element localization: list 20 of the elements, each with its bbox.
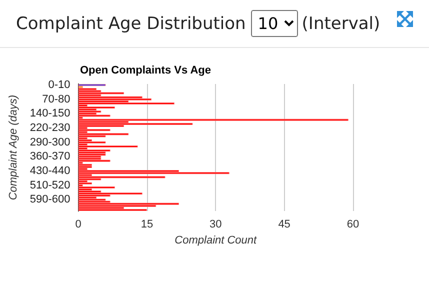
chart-subtitle: Open Complaints Vs Age [80,64,212,76]
y-axis-title: Complaint Age (days) [8,94,20,200]
y-tick-label: 510-520 [30,179,70,192]
y-tick-label: 140-150 [30,108,70,120]
interval-select: 10 [250,10,298,37]
y-tick-label: 220-230 [30,122,70,134]
y-tick-label: 430-440 [30,165,70,178]
x-tick-label: 15 [140,218,154,230]
y-tick-label: 70-80 [42,93,70,106]
x-tick-label: 30 [210,218,222,230]
y-tick-label: 290-300 [30,136,70,148]
x-tick-label: 45 [278,218,290,230]
x-tick-label: 0 [75,218,82,230]
x-tick-label: 60 [346,218,360,230]
chart-title: Complaint Age Distribution [16,14,246,34]
y-tick-label: 360-370 [30,150,70,163]
y-tick-label: 590-600 [30,194,70,206]
y-tick-label: 0-10 [48,79,70,92]
x-axis-title: Complaint Count [174,234,258,246]
text: (Interval) [302,14,380,34]
